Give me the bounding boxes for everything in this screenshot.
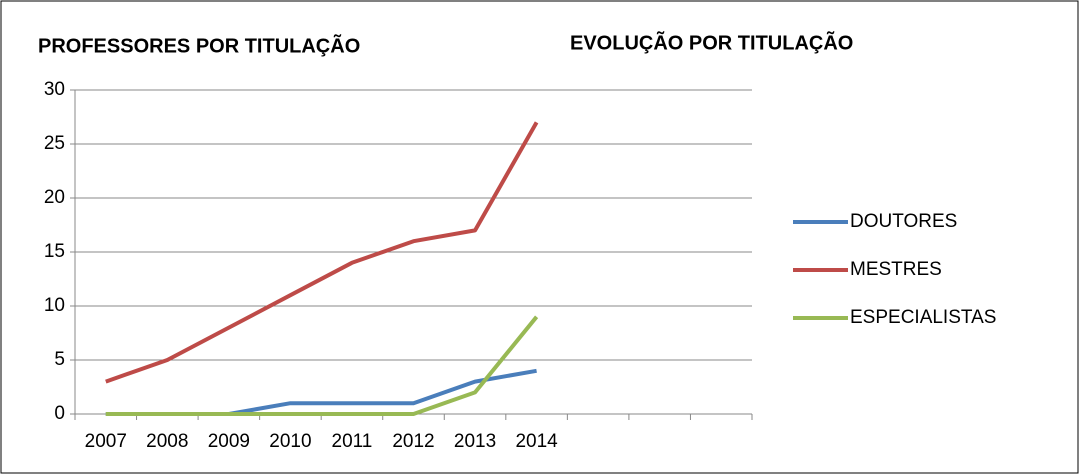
legend-label: MESTRES [850,259,942,280]
chart-title: PROFESSORES POR TITULAÇÃO [38,34,360,57]
y-tick-label: 25 [44,133,65,154]
chart-title: EVOLUÇÃO POR TITULAÇÃO [570,31,853,54]
x-tick-label: 2013 [454,431,496,452]
y-tick-label: 30 [44,79,65,100]
y-tick-label: 20 [44,187,65,208]
legend-label: ESPECIALISTAS [850,307,996,328]
x-tick-label: 2007 [85,431,127,452]
x-tick-label: 2010 [269,431,311,452]
y-tick-label: 0 [54,403,65,424]
y-tick-label: 15 [44,241,65,262]
y-tick-label: 10 [44,295,65,316]
series-line [105,121,539,384]
y-tick-label: 5 [54,349,65,370]
series-line [105,315,539,416]
x-tick-label: 2011 [332,431,373,452]
x-tick-label: 2009 [208,431,250,452]
legend-label: DOUTORES [850,211,957,232]
x-tick-label: 2014 [515,431,558,452]
x-tick-label: 2008 [146,431,188,452]
x-tick-label: 2012 [392,431,434,452]
